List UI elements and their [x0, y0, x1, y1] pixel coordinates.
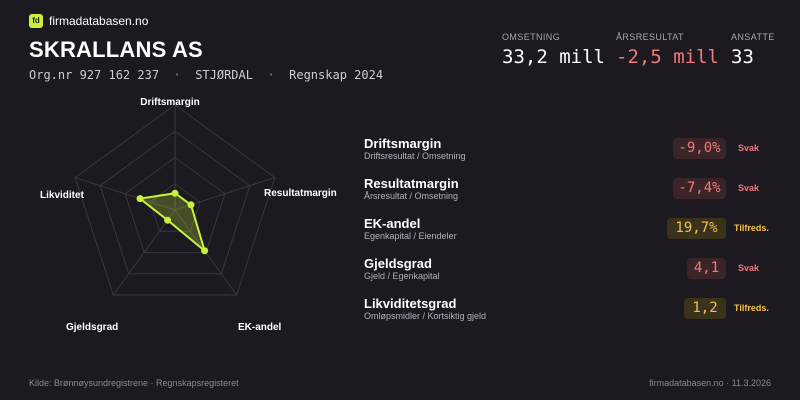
kpi-arsresultat: ÅRSRESULTAT -2,5 mill — [616, 32, 719, 68]
footer-site-date: firmadatabasen.no · 11.3.2026 — [649, 378, 771, 388]
company-meta: Org.nr 927 162 237 · STJØRDAL · Regnskap… — [29, 68, 383, 82]
radar-grid-ring — [99, 130, 251, 275]
kpi-omsetning: OMSETNING 33,2 mill — [502, 32, 605, 68]
radar-axis-line — [74, 177, 176, 211]
radar-grid-ring — [124, 156, 226, 253]
radar-axis-label: EK-andel — [238, 322, 282, 333]
metric-value: -9,0% — [673, 138, 726, 159]
company-name: SKRALLANS AS — [29, 37, 203, 62]
metric-name: Driftsmargin — [364, 136, 442, 151]
metric-formula: Egenkapital / Eiendeler — [364, 231, 457, 241]
metric-value: 19,7% — [667, 218, 726, 239]
metric-row-driftsmargin: Driftsmargin Driftsresultat / Omsetning … — [364, 134, 780, 174]
brand-logo[interactable]: fd firmadatabasen.no — [29, 14, 148, 28]
radar-point — [136, 195, 144, 203]
meta-separator: · — [267, 68, 275, 82]
kpi-value: 33 — [731, 46, 754, 68]
kpi-label: ANSATTE — [731, 32, 775, 42]
metric-formula: Omløpsmidler / Kortsiktig gjeld — [364, 311, 487, 321]
radar-axis-label: Gjeldsgrad — [66, 322, 118, 333]
metric-value: -7,4% — [673, 178, 726, 199]
metric-formula: Driftsresultat / Omsetning — [364, 151, 466, 161]
metric-status: Svak — [738, 183, 760, 193]
metric-name: Likviditetsgrad — [364, 296, 457, 311]
company-location: STJØRDAL — [195, 68, 253, 82]
metric-status: Svak — [738, 263, 760, 273]
radar-point — [164, 216, 172, 224]
radar-axis-label: Driftsmargin — [140, 97, 199, 108]
meta-separator: · — [173, 68, 181, 82]
metric-formula: Årsresultat / Omsetning — [364, 191, 459, 201]
metric-row-ek-andel: EK-andel Egenkapital / Eiendeler 19,7% T… — [364, 214, 780, 254]
metric-status: Tilfreds. — [734, 303, 769, 313]
metric-status: Tilfreds. — [734, 223, 769, 233]
report-year: Regnskap 2024 — [289, 68, 384, 82]
radar-axis-label: Likviditet — [40, 190, 85, 201]
metric-name: Gjeldsgrad — [364, 256, 432, 271]
metric-value: 4,1 — [687, 258, 726, 279]
footer-source: Kilde: Brønnøysundregistrene · Regnskaps… — [29, 378, 239, 388]
kpi-label: ÅRSRESULTAT — [616, 32, 684, 42]
metrics-list: Driftsmargin Driftsresultat / Omsetning … — [364, 134, 780, 334]
metric-name: Resultatmargin — [364, 176, 459, 191]
brand-name: firmadatabasen.no — [49, 14, 149, 28]
radar-axis-line — [112, 209, 176, 296]
metric-value: 1,2 — [684, 298, 726, 319]
metric-name: EK-andel — [364, 216, 421, 231]
radar-grid-ring — [149, 183, 201, 232]
radar-grid-ring — [74, 104, 276, 296]
metric-row-gjeldsgrad: Gjeldsgrad Gjeld / Egenkapital 4,1 Svak — [364, 254, 780, 294]
radar-axis-label: Resultatmargin — [264, 188, 337, 199]
org-number: Org.nr 927 162 237 — [29, 68, 160, 82]
fd-logo-icon: fd — [29, 14, 43, 28]
metric-formula: Gjeld / Egenkapital — [364, 271, 440, 281]
kpi-ansatte: ANSATTE 33 — [731, 32, 775, 68]
metric-row-likviditetsgrad: Likviditetsgrad Omløpsmidler / Kortsikti… — [364, 294, 780, 334]
radar-point — [201, 247, 209, 255]
kpi-value: -2,5 mill — [616, 46, 719, 68]
metric-row-resultatmargin: Resultatmargin Årsresultat / Omsetning -… — [364, 174, 780, 214]
kpi-label: OMSETNING — [502, 32, 561, 42]
radar-chart: Driftsmargin Resultatmargin EK-andel Gjelds… — [40, 97, 337, 333]
radar-data-area — [137, 192, 207, 254]
metric-status: Svak — [738, 143, 760, 153]
radar-point — [171, 189, 179, 197]
radar-point — [187, 201, 195, 209]
kpi-value: 33,2 mill — [502, 46, 605, 68]
